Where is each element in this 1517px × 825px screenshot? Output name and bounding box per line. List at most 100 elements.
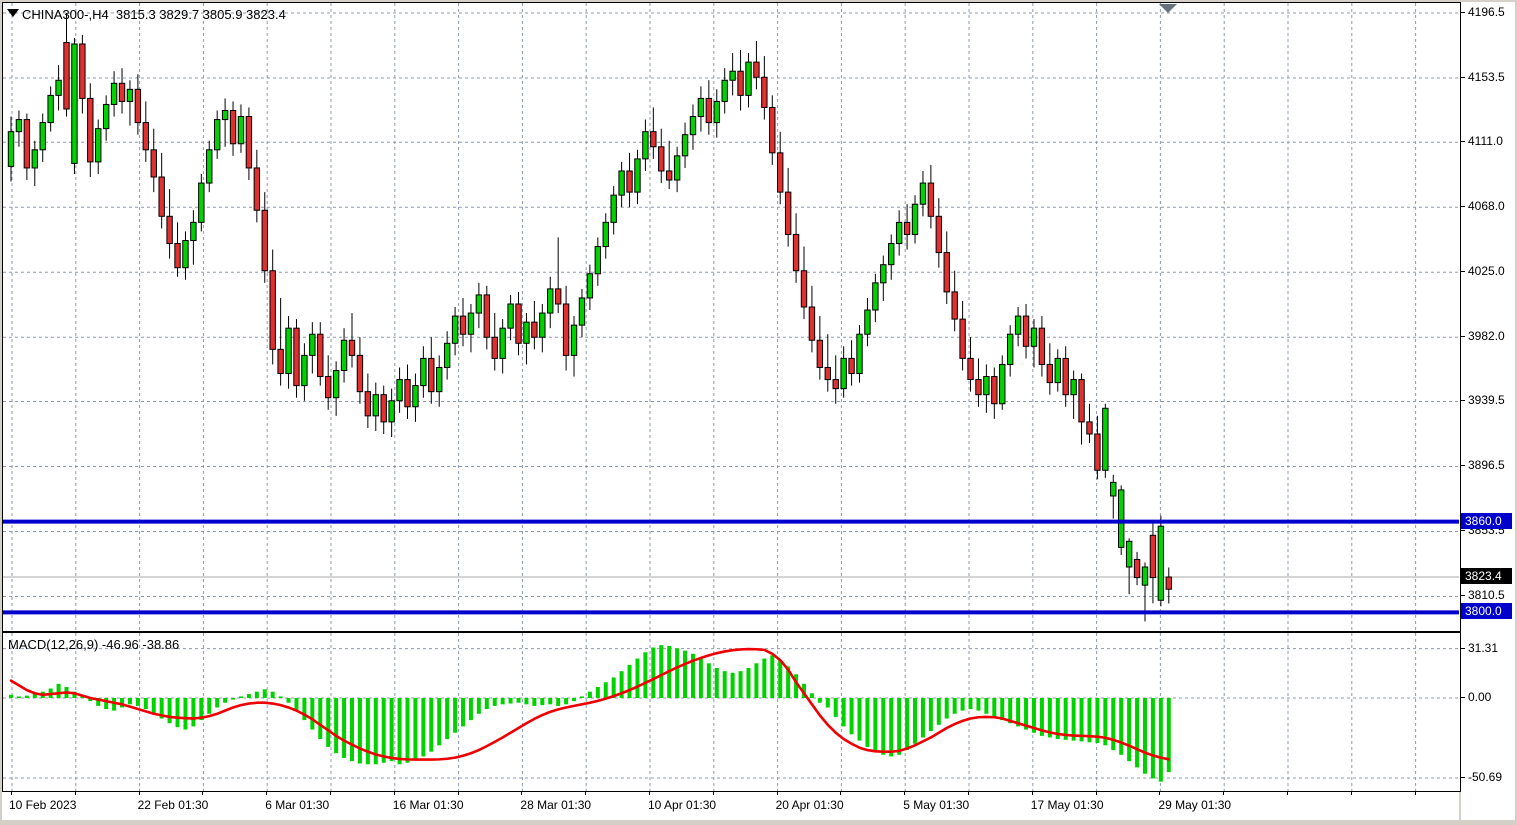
candle-bear bbox=[951, 291, 958, 320]
macd-bar bbox=[215, 698, 220, 708]
candle-bull bbox=[618, 170, 625, 196]
candle-bull bbox=[634, 158, 641, 193]
macd-bar bbox=[453, 698, 458, 733]
macd-canvas[interactable] bbox=[3, 633, 1460, 791]
macd-bar bbox=[643, 652, 648, 698]
candle-bull bbox=[285, 327, 292, 375]
macd-bar bbox=[1150, 698, 1155, 779]
time-tick-mark bbox=[11, 792, 12, 795]
axis-tick-mark bbox=[1461, 776, 1465, 778]
macd-bar bbox=[651, 647, 656, 698]
macd-indicator-panel[interactable] bbox=[2, 632, 1461, 792]
price-tick-label: 4196.5 bbox=[1468, 5, 1505, 19]
macd-bar bbox=[952, 698, 957, 714]
macd-bar bbox=[476, 698, 481, 714]
macd-bar bbox=[421, 698, 426, 757]
macd-bar bbox=[825, 698, 830, 708]
macd-indicator-label: MACD(12,26,9) -46.96 -38.86 bbox=[8, 637, 180, 652]
macd-bar bbox=[984, 698, 989, 714]
macd-bar bbox=[80, 696, 85, 698]
candle-bull bbox=[570, 324, 578, 356]
macd-bar bbox=[405, 698, 410, 763]
time-tick-mark bbox=[138, 792, 140, 795]
candle-bull bbox=[888, 243, 895, 266]
candle-bull bbox=[475, 294, 483, 314]
price-tick-label: 3939.5 bbox=[1468, 393, 1505, 408]
candle-bear bbox=[118, 82, 126, 102]
candle-bear bbox=[63, 41, 70, 110]
time-tick-mark bbox=[457, 792, 459, 795]
price-tick-label: 3982.0 bbox=[1468, 329, 1505, 344]
candle-bull bbox=[983, 376, 990, 396]
candle-bear bbox=[174, 243, 181, 269]
candle-bear bbox=[277, 348, 284, 375]
candle-bull bbox=[31, 149, 38, 169]
candlestick-canvas[interactable] bbox=[3, 3, 1460, 631]
candle-bull bbox=[578, 297, 586, 326]
candle-bear bbox=[1094, 433, 1101, 471]
macd-bar bbox=[199, 698, 204, 721]
candle-bull bbox=[729, 70, 736, 81]
candle-bear bbox=[792, 233, 800, 272]
macd-bar bbox=[714, 668, 719, 698]
macd-bar bbox=[548, 698, 553, 705]
candle-bull bbox=[856, 333, 863, 375]
candle-bear bbox=[158, 176, 165, 217]
time-tick-mark bbox=[776, 792, 778, 795]
macd-bar bbox=[334, 698, 339, 754]
time-tick-mark bbox=[393, 792, 395, 795]
macd-bar bbox=[762, 658, 767, 698]
macd-bar bbox=[556, 698, 561, 706]
symbol-dropdown-icon[interactable] bbox=[7, 9, 19, 17]
macd-bar bbox=[833, 698, 838, 717]
price-chart-panel[interactable] bbox=[2, 2, 1461, 632]
macd-bar bbox=[627, 664, 632, 698]
macd-bar bbox=[492, 698, 497, 706]
candle-bull bbox=[523, 321, 530, 344]
candle-bull bbox=[539, 312, 546, 338]
macd-bar bbox=[72, 691, 77, 698]
time-tick-mark bbox=[266, 792, 268, 795]
macd-bar bbox=[167, 698, 172, 724]
macd-bar bbox=[690, 653, 695, 698]
time-tick-mark bbox=[968, 792, 969, 795]
macd-bar bbox=[603, 682, 608, 698]
candle-bull bbox=[499, 327, 506, 359]
axis-tick-mark bbox=[1461, 336, 1465, 338]
candle-bull bbox=[443, 342, 451, 368]
candle-bear bbox=[784, 191, 792, 235]
price-axis[interactable]: 4196.5 4153.5 4111.0 4068.0 4025.0 3982.0 3939… bbox=[1461, 2, 1515, 820]
candle-bear bbox=[325, 376, 332, 399]
candle-bull bbox=[213, 119, 221, 151]
price-tag-3800.0: 3800.0 bbox=[1461, 603, 1512, 620]
candle-bull bbox=[221, 110, 229, 121]
macd-bar bbox=[342, 698, 347, 758]
macd-bar bbox=[262, 689, 267, 698]
macd-bar bbox=[1142, 698, 1147, 774]
price-tick-label: 3896.5 bbox=[1468, 458, 1505, 473]
time-axis[interactable]: 10 Feb 2023 22 Feb 01:30 6 Mar 01:30 16 Mar… bbox=[2, 792, 1459, 820]
macd-bar bbox=[817, 698, 822, 703]
candle-bear bbox=[816, 339, 824, 368]
candle-bear bbox=[927, 182, 935, 217]
candle-bear bbox=[935, 215, 943, 254]
macd-bar bbox=[516, 698, 521, 703]
candle-bear bbox=[134, 88, 142, 124]
candle-bear bbox=[293, 327, 300, 387]
candle-bull bbox=[372, 394, 379, 417]
candle-bull bbox=[872, 282, 879, 311]
chart-shift-marker-icon[interactable] bbox=[1159, 4, 1177, 13]
candle-bear bbox=[737, 70, 744, 96]
time-tick-mark bbox=[1223, 792, 1225, 795]
macd-bar bbox=[310, 698, 315, 730]
candle-bear bbox=[1149, 534, 1157, 579]
time-tick-mark bbox=[202, 792, 204, 795]
candle-bear bbox=[404, 379, 411, 408]
date-label: 10 Apr 01:30 bbox=[648, 798, 717, 812]
candle-bear bbox=[166, 215, 173, 245]
candle-bull bbox=[1118, 489, 1125, 548]
candle-bear bbox=[943, 252, 950, 293]
macd-bar bbox=[1095, 698, 1100, 743]
macd-bar bbox=[738, 671, 743, 698]
price-tick-label: 4025.0 bbox=[1468, 264, 1505, 279]
